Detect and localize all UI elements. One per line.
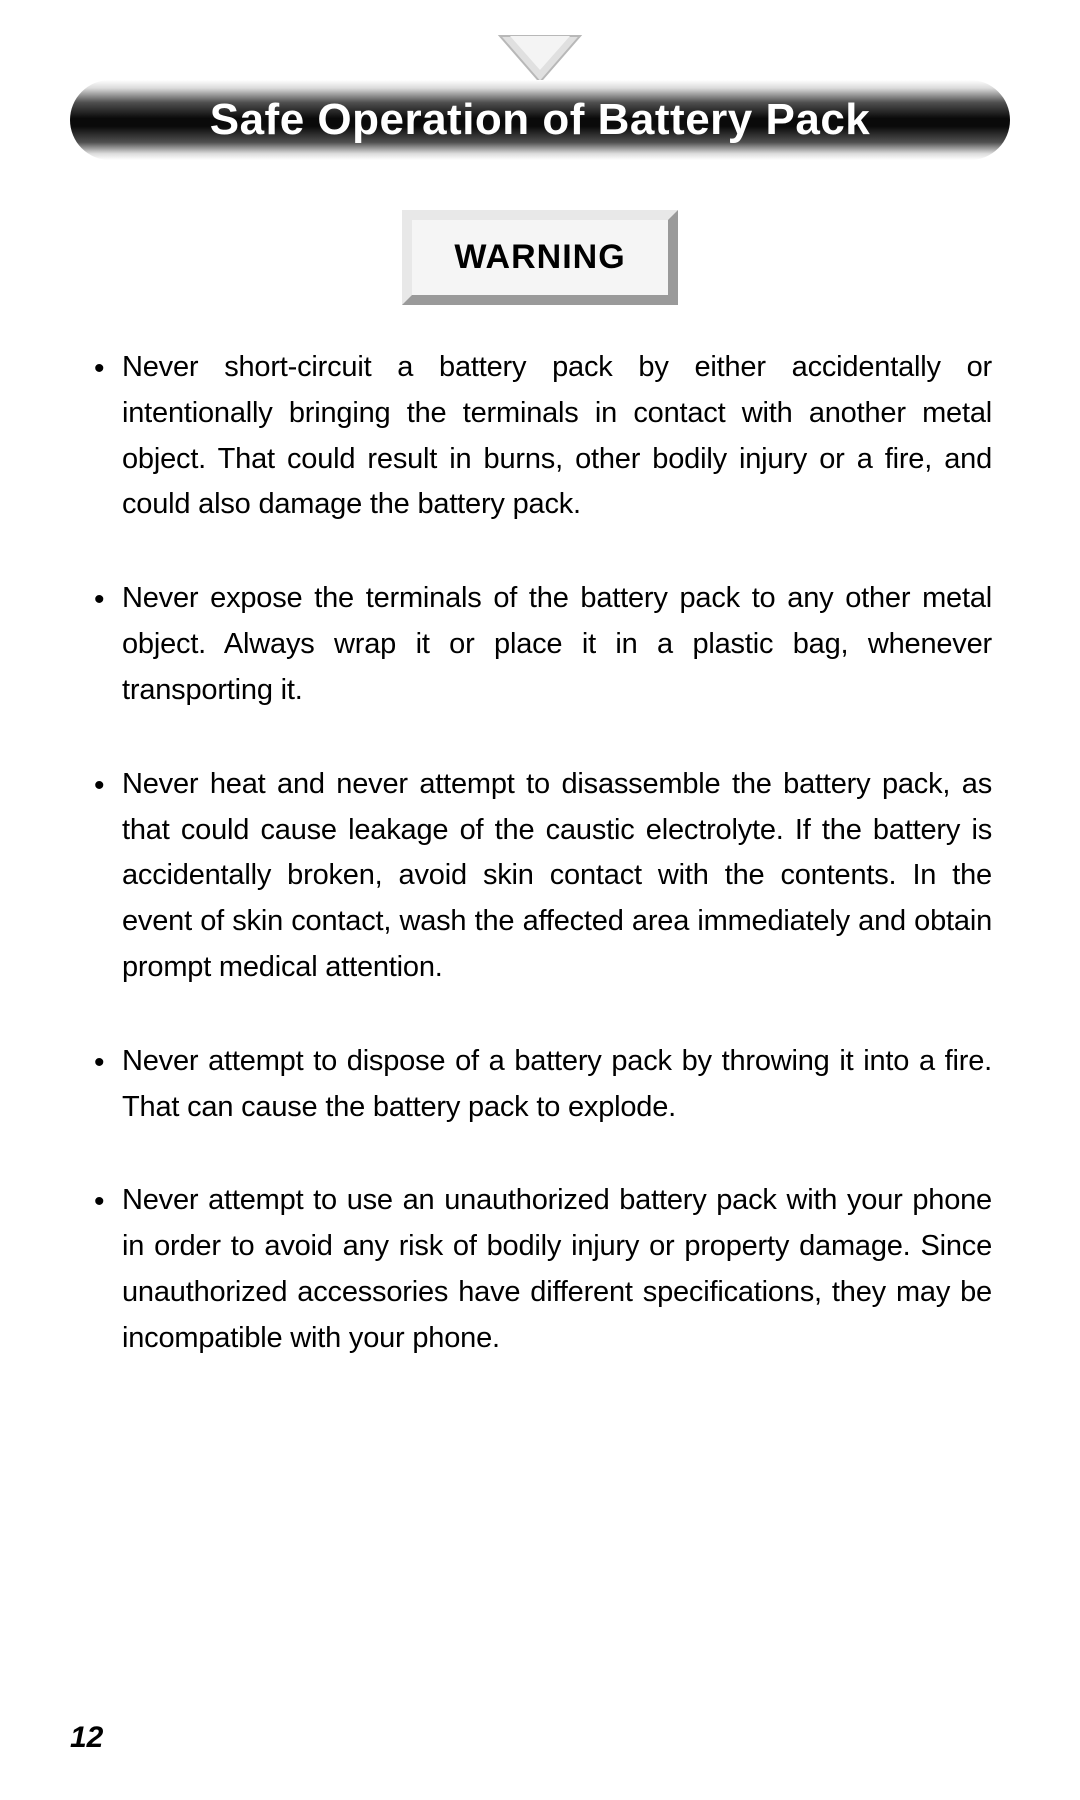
warning-label: WARNING	[454, 238, 625, 276]
page-number: 12	[70, 1721, 103, 1755]
list-item: Never short-circuit a battery pack by ei…	[88, 345, 992, 528]
warning-bullet-list: Never short-circuit a battery pack by ei…	[70, 345, 1010, 1362]
manual-page: Safe Operation of Battery Pack WARNING N…	[0, 0, 1080, 1800]
list-item: Never expose the terminals of the batter…	[88, 576, 992, 713]
page-title: Safe Operation of Battery Pack	[210, 95, 871, 145]
list-item: Never attempt to use an unauthorized bat…	[88, 1178, 992, 1361]
title-banner: Safe Operation of Battery Pack	[70, 80, 1010, 160]
warning-container: WARNING	[70, 210, 1010, 305]
list-item: Never heat and never attempt to disassem…	[88, 762, 992, 991]
warning-box: WARNING	[402, 210, 677, 305]
list-item: Never attempt to dispose of a battery pa…	[88, 1039, 992, 1131]
page-header: Safe Operation of Battery Pack	[70, 40, 1010, 170]
chevron-down-icon	[490, 32, 590, 86]
